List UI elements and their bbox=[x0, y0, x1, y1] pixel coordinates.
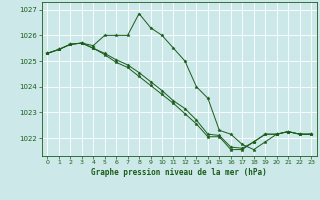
X-axis label: Graphe pression niveau de la mer (hPa): Graphe pression niveau de la mer (hPa) bbox=[91, 168, 267, 177]
